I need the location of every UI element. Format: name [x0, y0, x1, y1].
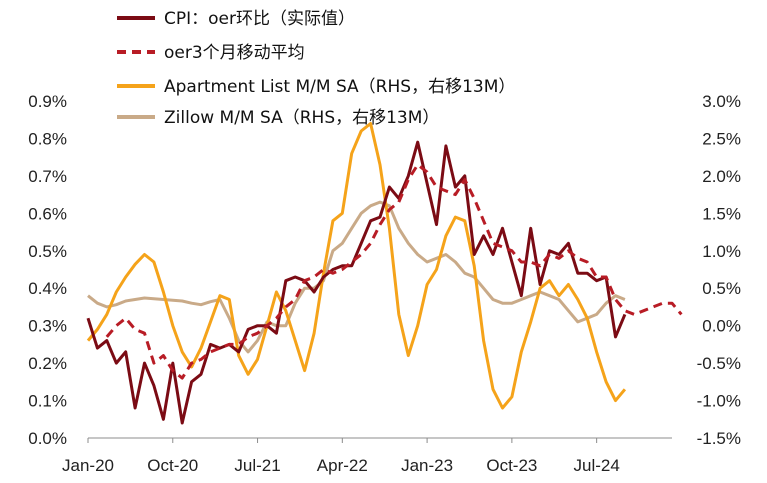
right-axis-tick-label: 2.5%: [702, 129, 741, 148]
legend-label: CPI：oer环比（实际值）: [164, 9, 355, 29]
legend-label: Apartment List M/M SA（RHS，右移13M）: [164, 77, 515, 97]
x-axis-tick-label: Apr-22: [317, 456, 368, 475]
series-line-0: [86, 140, 627, 425]
right-axis-tick-label: 3.0%: [702, 92, 741, 111]
series-line-1: [105, 163, 683, 380]
right-axis-tick-label: -1.5%: [697, 429, 741, 448]
right-axis-tick-label: 0.5%: [702, 279, 741, 298]
left-axis-tick-label: 0.3%: [28, 317, 67, 336]
left-axis-tick-label: 0.0%: [28, 429, 67, 448]
right-axis-tick-label: 0.0%: [702, 317, 741, 336]
left-axis-tick-label: 0.2%: [28, 354, 67, 373]
series-line-2: [86, 122, 627, 410]
legend-label: oer3个月移动平均: [164, 43, 305, 63]
right-axis-tick-label: -0.5%: [697, 354, 741, 373]
x-axis-tick-label: Jul-21: [234, 456, 280, 475]
right-axis-tick-label: 1.0%: [702, 242, 741, 261]
left-axis-tick-label: 0.8%: [28, 129, 67, 148]
left-axis-tick-label: 0.9%: [28, 92, 67, 111]
right-axis-tick-label: 2.0%: [702, 167, 741, 186]
x-axis-tick-label: Oct-20: [147, 456, 198, 475]
x-axis-tick-label: Oct-23: [486, 456, 537, 475]
left-axis-tick-label: 0.1%: [28, 392, 67, 411]
x-axis-tick-label: Jul-24: [573, 456, 619, 475]
left-axis-tick-label: 0.4%: [28, 279, 67, 298]
legend-label: Zillow M/M SA（RHS，右移13M）: [164, 108, 439, 128]
x-axis-tick-label: Jan-23: [401, 456, 453, 475]
left-axis-tick-label: 0.7%: [28, 167, 67, 186]
left-axis-tick-label: 0.5%: [28, 242, 67, 261]
legend: CPI：oer环比（实际值） oer3个月移动平均 Apartment List M…: [117, 9, 515, 128]
right-axis-tick-label: 1.5%: [702, 204, 741, 223]
right-axis-tick-label: -1.0%: [697, 392, 741, 411]
series-line-3: [87, 200, 626, 354]
left-axis-tick-label: 0.6%: [28, 204, 67, 223]
axes: 0.0% 0.1% 0.2% 0.3% 0.4% 0.5% 0.6% 0.7% 0.8% 0.9%…: [28, 92, 741, 475]
x-axis-tick-label: Jan-20: [62, 456, 114, 475]
series-lines: [86, 122, 683, 425]
